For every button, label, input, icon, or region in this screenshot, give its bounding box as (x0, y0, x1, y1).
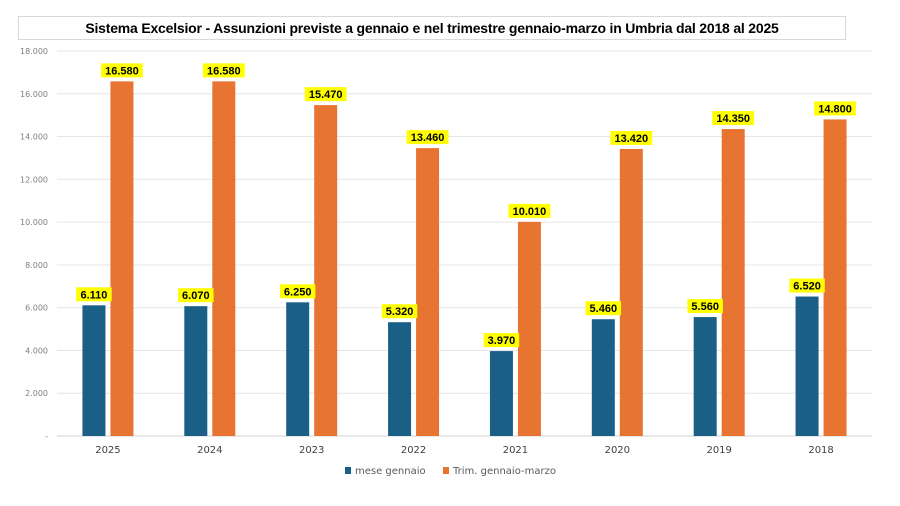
legend[interactable]: mese gennaio Trim. gennaio-marzo (345, 466, 556, 477)
data-label-background (202, 63, 245, 78)
gridlines (57, 50, 872, 437)
data-label-background (76, 287, 112, 302)
data-label: 13.420 (614, 133, 648, 145)
bar-mese-gennaio[interactable] (184, 306, 208, 436)
data-label-background (483, 333, 520, 348)
x-axis: 2025 2024 2023 2022 2021 2020 2019 2018 (95, 445, 834, 456)
legend-swatch (345, 467, 351, 474)
data-label: 15.470 (309, 89, 343, 101)
bar-trim-gennaio-marzo[interactable] (416, 148, 440, 436)
data-label: 16.580 (207, 65, 241, 77)
bar-mese-gennaio[interactable] (795, 296, 819, 436)
y-tick-label: 4.000 (25, 346, 48, 355)
x-tick-label: 2023 (299, 445, 324, 456)
data-label-background (178, 288, 214, 303)
data-label: 5.320 (386, 306, 414, 318)
data-label-background (304, 87, 347, 102)
x-tick-label: 2022 (401, 445, 426, 456)
data-label-background (585, 301, 622, 316)
data-label: 6.250 (284, 286, 312, 298)
data-label: 5.460 (590, 303, 618, 315)
bar-mese-gennaio[interactable] (693, 317, 717, 436)
data-label-background (279, 284, 316, 299)
y-tick-label: 16.000 (20, 90, 48, 99)
bar-mese-gennaio[interactable] (82, 305, 106, 436)
y-tick-label: 14.000 (20, 133, 48, 142)
legend-label[interactable]: mese gennaio (355, 466, 426, 477)
data-label-background (712, 111, 755, 126)
bar-mese-gennaio[interactable] (286, 302, 310, 436)
data-label-background (789, 278, 825, 293)
data-label: 6.520 (793, 281, 821, 293)
data-label-background (610, 130, 653, 145)
legend-label[interactable]: Trim. gennaio-marzo (452, 466, 556, 477)
bar-trim-gennaio-marzo[interactable] (517, 221, 541, 436)
x-tick-label: 2018 (808, 445, 833, 456)
y-tick-label: 18.000 (20, 47, 48, 56)
chart-title: Sistema Excelsior - Assunzioni previste … (18, 16, 846, 40)
y-axis: - 2.000 4.000 6.000 8.000 10.000 12.000 14.000 1… (20, 47, 48, 441)
data-label-background (508, 203, 551, 218)
data-label: 14.350 (716, 113, 750, 125)
data-label: 14.800 (818, 103, 852, 115)
x-tick-label: 2019 (706, 445, 731, 456)
bar-trim-gennaio-marzo[interactable] (212, 81, 236, 436)
y-tick-label: 8.000 (25, 261, 48, 270)
bars (82, 81, 847, 436)
bar-trim-gennaio-marzo[interactable] (823, 119, 847, 436)
data-label-background (687, 299, 723, 314)
data-label-background (406, 130, 449, 145)
data-label: 5.560 (691, 301, 719, 313)
x-tick-label: 2021 (503, 445, 528, 456)
y-tick-label: 12.000 (20, 175, 48, 184)
bar-trim-gennaio-marzo[interactable] (314, 105, 338, 436)
data-labels: 6.110 16.580 6.070 16.580 6.250 15.470 5.320 13… (76, 63, 856, 348)
y-tick-label: 10.000 (20, 218, 48, 227)
bar-trim-gennaio-marzo[interactable] (110, 81, 134, 436)
bar-mese-gennaio[interactable] (388, 322, 412, 436)
data-label: 13.460 (411, 132, 445, 144)
data-label: 6.110 (80, 289, 107, 301)
data-label-background (381, 304, 418, 319)
bar-mese-gennaio[interactable] (591, 319, 615, 436)
data-label: 6.070 (182, 290, 210, 302)
x-tick-label: 2024 (197, 445, 222, 456)
data-label: 3.970 (488, 335, 516, 347)
y-tick-label: 6.000 (25, 304, 48, 313)
bar-mese-gennaio[interactable] (489, 351, 513, 436)
y-tick-label: - (45, 432, 48, 441)
bar-trim-gennaio-marzo[interactable] (619, 148, 643, 436)
x-tick-label: 2025 (95, 445, 120, 456)
data-label: 16.580 (105, 65, 139, 77)
legend-swatch (443, 467, 449, 474)
data-label-background (814, 101, 856, 116)
bar-trim-gennaio-marzo[interactable] (721, 129, 745, 436)
data-label: 10.010 (513, 206, 547, 218)
data-label-background (101, 63, 143, 78)
x-tick-label: 2020 (605, 445, 630, 456)
y-tick-label: 2.000 (25, 389, 48, 398)
